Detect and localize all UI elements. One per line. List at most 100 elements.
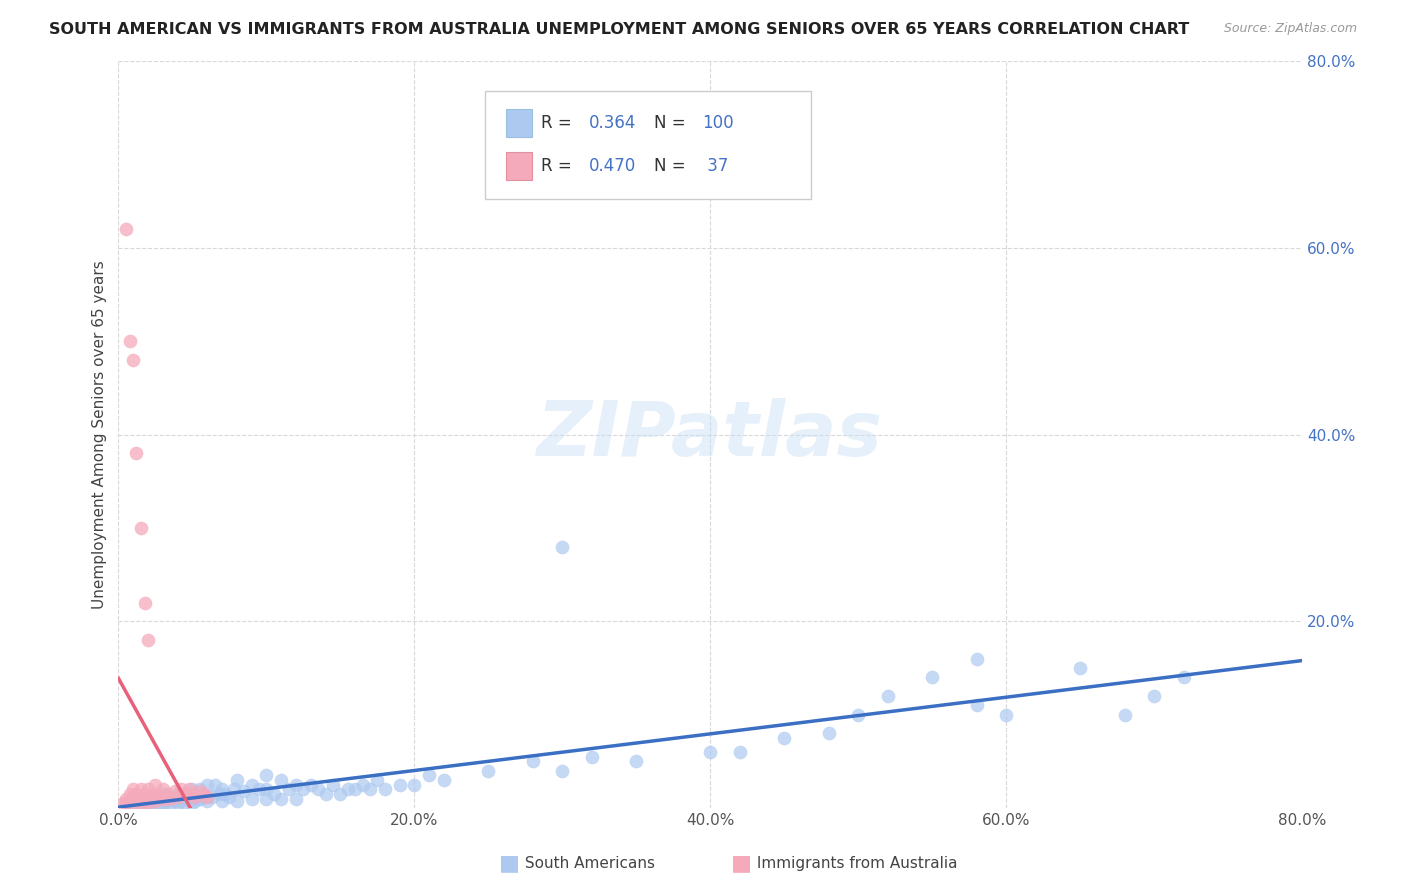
Point: [247, 782, 270, 797]
Point: [1114, 707, 1136, 722]
Point: [166, 789, 188, 804]
Point: [145, 787, 167, 801]
Point: [120, 797, 142, 811]
Point: [152, 787, 174, 801]
Point: [233, 784, 256, 798]
Point: [136, 796, 159, 810]
Point: [188, 784, 211, 798]
Point: [169, 782, 191, 797]
Point: [277, 782, 299, 797]
Point: [134, 797, 156, 811]
Point: [117, 797, 139, 811]
Text: 100: 100: [702, 114, 734, 132]
Point: [152, 782, 174, 797]
Point: [122, 797, 145, 811]
Point: [359, 782, 381, 797]
Point: [966, 698, 988, 713]
Point: [366, 773, 388, 788]
Point: [995, 707, 1018, 722]
Point: [195, 778, 218, 792]
Point: [188, 782, 211, 797]
Point: [174, 787, 197, 801]
Point: [145, 797, 167, 811]
Point: [921, 670, 943, 684]
Point: [134, 787, 156, 801]
Text: ■: ■: [731, 854, 752, 873]
Point: [966, 651, 988, 665]
Point: [179, 782, 201, 797]
Text: SOUTH AMERICAN VS IMMIGRANTS FROM AUSTRALIA UNEMPLOYMENT AMONG SENIORS OVER 65 Y: SOUTH AMERICAN VS IMMIGRANTS FROM AUSTRA…: [49, 22, 1189, 37]
Point: [256, 782, 278, 797]
Point: [214, 787, 236, 801]
Point: [129, 796, 152, 810]
Point: [127, 791, 149, 805]
Point: [122, 782, 145, 797]
Point: [139, 797, 162, 811]
Point: [551, 540, 574, 554]
Point: [149, 789, 172, 804]
Point: [122, 791, 145, 805]
Point: [195, 789, 218, 804]
Point: [728, 745, 751, 759]
Point: [152, 794, 174, 808]
Point: [256, 768, 278, 782]
Point: [136, 633, 159, 648]
Point: [155, 796, 177, 810]
Point: [374, 782, 396, 797]
Point: [122, 797, 145, 811]
Point: [418, 768, 440, 782]
Point: [184, 794, 207, 808]
Point: [179, 791, 201, 805]
Point: [181, 797, 204, 811]
Point: [115, 797, 138, 811]
Text: 0.364: 0.364: [589, 114, 636, 132]
Point: [270, 791, 292, 805]
Point: [848, 707, 870, 722]
Text: N =: N =: [654, 114, 690, 132]
Point: [773, 731, 796, 745]
FancyBboxPatch shape: [485, 91, 811, 199]
Text: ZIPatlas: ZIPatlas: [537, 398, 883, 472]
Point: [136, 782, 159, 797]
Point: [139, 789, 162, 804]
Point: [270, 773, 292, 788]
Point: [163, 784, 186, 798]
Point: [134, 596, 156, 610]
Point: [149, 797, 172, 811]
Point: [307, 782, 329, 797]
Point: [329, 787, 352, 801]
Bar: [506, 109, 531, 137]
Point: [218, 789, 240, 804]
Point: [477, 764, 499, 778]
Text: N =: N =: [654, 157, 690, 175]
Point: [125, 794, 148, 808]
Point: [115, 791, 138, 805]
Text: 0.470: 0.470: [589, 157, 636, 175]
Point: [1143, 689, 1166, 703]
Point: [222, 782, 245, 797]
Point: [522, 755, 544, 769]
Point: [125, 797, 148, 811]
Point: [169, 794, 191, 808]
Point: [129, 797, 152, 811]
Point: [159, 791, 181, 805]
Point: [181, 787, 204, 801]
Point: [404, 778, 426, 792]
Point: [201, 789, 224, 804]
Point: [156, 787, 179, 801]
Point: [388, 778, 411, 792]
Point: [166, 787, 188, 801]
Point: [145, 794, 167, 808]
Point: [111, 797, 134, 811]
Point: [134, 794, 156, 808]
Point: [1069, 661, 1091, 675]
Point: [322, 778, 344, 792]
Point: [127, 796, 149, 810]
Point: [129, 521, 152, 535]
Point: [292, 782, 315, 797]
Point: [159, 789, 181, 804]
Point: [193, 789, 215, 804]
Point: [129, 794, 152, 808]
Point: [125, 446, 148, 460]
Point: [299, 778, 322, 792]
